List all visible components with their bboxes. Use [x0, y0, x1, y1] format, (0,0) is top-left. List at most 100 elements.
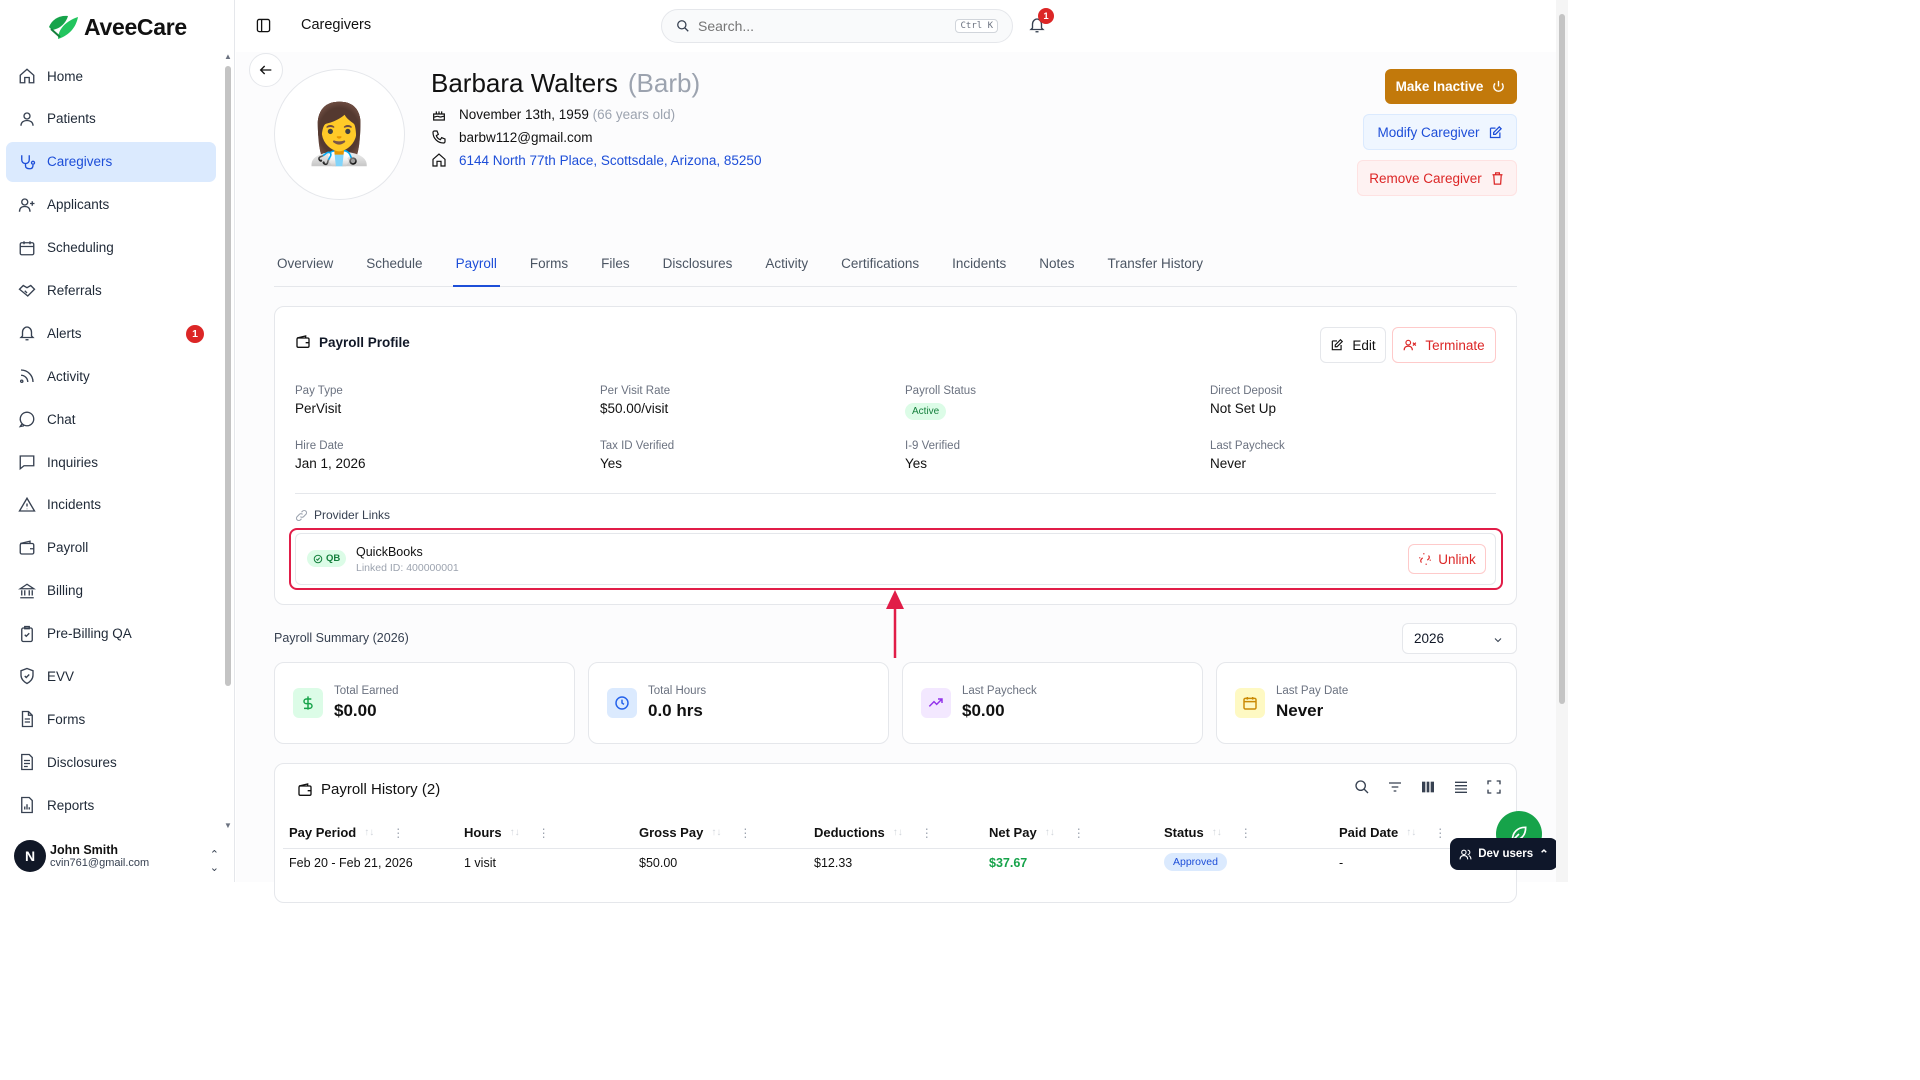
sidebar-item-evv[interactable]: EVV [6, 656, 216, 696]
sidebar-item-caregivers[interactable]: Caregivers [6, 141, 216, 182]
tab-incidents[interactable]: Incidents [952, 256, 1007, 271]
sidebar-item-referrals[interactable]: Referrals [6, 270, 216, 310]
dev-users-button[interactable]: Dev users ⌃ [1450, 838, 1558, 870]
sidebar-scroll-thumb[interactable] [225, 66, 231, 686]
page-scrollbar[interactable] [1556, 0, 1568, 882]
scroll-up-arrow-icon[interactable]: ▲ [224, 52, 232, 61]
columns-icon[interactable] [1420, 779, 1436, 795]
sort-icon[interactable]: ↑↓ [711, 827, 722, 838]
sidebar-item-pre-billing-qa[interactable]: Pre-Billing QA [6, 614, 216, 654]
qb-badge: QB [307, 550, 347, 567]
sidebar-item-activity[interactable]: Activity [6, 356, 216, 396]
notification-badge: 1 [1038, 8, 1054, 24]
sidebar-item-disclosures[interactable]: Disclosures [6, 742, 216, 782]
user-menu[interactable]: N John Smith cvin761@gmail.com ⌃ ⌄ [14, 836, 229, 876]
tab-files[interactable]: Files [601, 256, 630, 271]
sidebar-item-patients[interactable]: Patients [6, 99, 216, 139]
column-header-paid-date[interactable]: Paid Date ↑↓ ⋮ [1339, 825, 1446, 840]
last-paycheck-field: Last Paycheck Never [1210, 440, 1285, 471]
wallet-icon [296, 335, 310, 348]
sidebar-scrollbar[interactable]: ▲ ▼ [223, 52, 233, 830]
column-header-pay-period[interactable]: Pay Period ↑↓ ⋮ [289, 825, 404, 840]
sidebar-item-incidents[interactable]: Incidents [6, 485, 216, 525]
edit-button[interactable]: Edit [1320, 327, 1386, 363]
sidebar-item-applicants[interactable]: Applicants [6, 185, 216, 225]
topbar: Caregivers Ctrl K 1 [236, 0, 1556, 52]
terminate-label: Terminate [1425, 337, 1485, 353]
notifications-bell-icon[interactable] [1028, 16, 1046, 34]
search-input[interactable] [698, 18, 948, 34]
column-menu-icon[interactable]: ⋮ [1434, 825, 1447, 840]
tab-certifications[interactable]: Certifications [841, 256, 920, 271]
cell-net-pay: $37.67 [989, 856, 1028, 870]
modify-caregiver-button[interactable]: Modify Caregiver [1363, 114, 1517, 150]
chevron-up-down-icon[interactable]: ⌃ ⌄ [209, 849, 219, 874]
address-link[interactable]: 6144 North 77th Place, Scottsdale, Arizo… [459, 152, 762, 168]
column-header-net-pay[interactable]: Net Pay ↑↓ ⋮ [989, 825, 1085, 840]
sort-icon[interactable]: ↑↓ [364, 827, 375, 838]
search-icon[interactable] [1354, 779, 1370, 795]
column-menu-icon[interactable]: ⋮ [392, 825, 405, 840]
tab-disclosures[interactable]: Disclosures [662, 256, 733, 271]
sort-icon[interactable]: ↑↓ [1044, 827, 1055, 838]
sidebar-toggle-icon[interactable] [256, 18, 271, 33]
sidebar-item-chat[interactable]: Chat [6, 399, 216, 439]
caregiver-name: Barbara Walters (Barb) [431, 68, 700, 99]
tab-notes[interactable]: Notes [1039, 256, 1075, 271]
column-header-deductions[interactable]: Deductions ↑↓ ⋮ [814, 825, 933, 840]
email[interactable]: barbw112@gmail.com [459, 129, 593, 145]
stat-icon-box [607, 688, 637, 718]
tab-payroll[interactable]: Payroll [452, 246, 500, 287]
column-menu-icon[interactable]: ⋮ [1072, 825, 1085, 840]
sidebar-item-inquiries[interactable]: Inquiries [6, 442, 216, 482]
column-menu-icon[interactable]: ⋮ [920, 825, 933, 840]
stat-value: 0.0 hrs [648, 701, 703, 720]
terminate-button[interactable]: Terminate [1392, 327, 1496, 363]
sort-icon[interactable]: ↑↓ [892, 827, 903, 838]
trending-up-icon [928, 698, 943, 707]
tab-schedule[interactable]: Schedule [366, 256, 423, 271]
sidebar-item-reports[interactable]: Reports [6, 785, 216, 824]
address-line: 6144 North 77th Place, Scottsdale, Arizo… [431, 152, 761, 168]
tab-forms[interactable]: Forms [529, 256, 569, 271]
sidebar-item-home[interactable]: Home [6, 56, 216, 96]
users-icon [1459, 849, 1472, 859]
page-scroll-thumb[interactable] [1559, 14, 1565, 704]
tab-activity[interactable]: Activity [765, 256, 809, 271]
column-menu-icon[interactable]: ⋮ [739, 825, 752, 840]
sidebar-item-payroll[interactable]: Payroll [6, 528, 216, 568]
column-header-status[interactable]: Status ↑↓ ⋮ [1164, 825, 1252, 840]
density-icon[interactable] [1453, 779, 1469, 795]
birthday-line: November 13th, 1959 (66 years old) [431, 106, 675, 122]
sidebar-item-forms[interactable]: Forms [6, 699, 216, 739]
back-button[interactable] [249, 53, 283, 87]
sort-icon[interactable]: ↑↓ [1406, 827, 1417, 838]
column-header-gross-pay[interactable]: Gross Pay ↑↓ ⋮ [639, 825, 751, 840]
remove-caregiver-button[interactable]: Remove Caregiver [1357, 160, 1517, 196]
cell-gross-pay: $50.00 [639, 856, 678, 870]
sort-icon[interactable]: ↑↓ [1211, 827, 1222, 838]
quickbooks-link-row: QB QuickBooks Linked ID: 400000001 Unlin… [295, 533, 1496, 585]
filter-icon[interactable] [1387, 779, 1403, 795]
table-header-divider [283, 848, 1510, 849]
column-menu-icon[interactable]: ⋮ [537, 825, 550, 840]
column-header-hours[interactable]: Hours ↑↓ ⋮ [464, 825, 550, 840]
fullscreen-icon[interactable] [1486, 779, 1502, 795]
make-inactive-button[interactable]: Make Inactive [1385, 69, 1517, 104]
wallet-icon [19, 540, 35, 555]
scroll-down-arrow-icon[interactable]: ▼ [224, 821, 232, 830]
stethoscope-icon [21, 155, 36, 170]
sidebar-item-billing[interactable]: Billing [6, 571, 216, 611]
sidebar-item-scheduling[interactable]: Scheduling [6, 228, 216, 268]
search-box[interactable]: Ctrl K [661, 9, 1013, 43]
tab-transfer-history[interactable]: Transfer History [1107, 256, 1204, 271]
tab-overview[interactable]: Overview [277, 256, 334, 271]
year-select[interactable]: 2026 [1402, 623, 1517, 654]
unlink-button[interactable]: Unlink [1408, 544, 1486, 574]
logo[interactable]: AveeCare [46, 12, 187, 42]
clipboard-check-icon [21, 625, 33, 642]
column-menu-icon[interactable]: ⋮ [1239, 825, 1252, 840]
sort-icon[interactable]: ↑↓ [509, 827, 520, 838]
edit-icon [1332, 338, 1344, 351]
sidebar-item-alerts[interactable]: Alerts 1 [6, 313, 216, 353]
